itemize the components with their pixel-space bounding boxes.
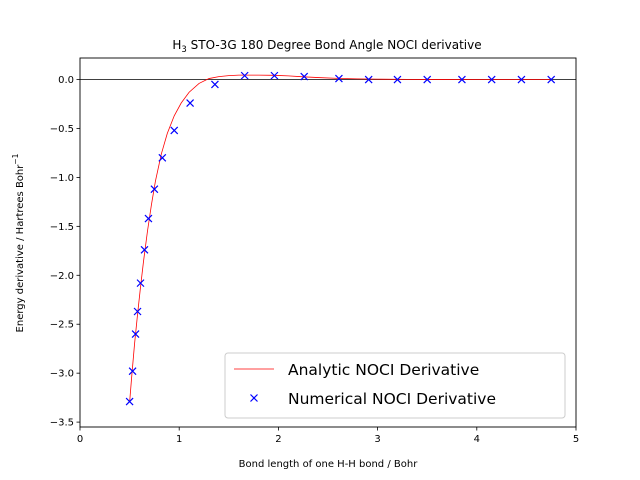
marker-stroke: [487, 75, 496, 84]
data-point: [334, 74, 343, 83]
marker-stroke: [210, 80, 219, 89]
x-tick-label: 5: [573, 434, 579, 445]
x-tick-label: 0: [77, 434, 83, 445]
x-tick-label: 1: [176, 434, 182, 445]
y-axis-label: Energy derivative / Hartrees Bohr−1: [11, 153, 26, 332]
x-tick-label: 4: [474, 434, 480, 445]
marker-stroke: [131, 330, 140, 338]
data-point: [210, 80, 219, 89]
x-axis-label: Bond length of one H-H bond / Bohr: [239, 459, 419, 470]
marker-stroke: [133, 307, 142, 316]
marker-stroke: [150, 185, 159, 194]
data-point: [186, 99, 195, 107]
series-line-analytic: [129, 74, 552, 403]
data-point: [150, 185, 159, 194]
marker-stroke: [517, 75, 526, 84]
marker-stroke: [270, 71, 279, 80]
marker-stroke: [300, 72, 309, 81]
marker-stroke: [186, 99, 195, 107]
marker-stroke: [457, 75, 466, 84]
marker-stroke: [140, 245, 149, 254]
chart-title-subscript: 3: [181, 45, 186, 55]
data-point: [547, 75, 556, 84]
y-tick-label: −2.0: [50, 271, 74, 282]
data-point: [158, 153, 167, 162]
marker-stroke: [547, 75, 556, 84]
data-point: [517, 75, 526, 84]
data-point: [457, 75, 466, 84]
legend-x-marker: [250, 394, 258, 402]
data-point: [125, 397, 134, 406]
plot-frame: [79, 57, 577, 428]
legend-box: [224, 352, 566, 419]
data-point: [393, 75, 402, 84]
x-axis: 0 1 2 3 4 5: [77, 427, 579, 445]
data-point: [300, 72, 309, 81]
legend: Analytic NOCI Derivative Numerical NOCI …: [224, 352, 566, 419]
y-tick-label: −1.0: [50, 173, 74, 184]
marker-stroke: [334, 74, 343, 83]
y-tick-label: −0.5: [50, 124, 74, 135]
data-point: [240, 71, 249, 80]
marker-stroke: [125, 397, 134, 406]
series-layer: [125, 71, 556, 406]
x-tick-label: 2: [275, 434, 281, 445]
legend-label-analytic: Analytic NOCI Derivative: [288, 361, 479, 379]
y-tick-label: −2.5: [50, 320, 74, 331]
series-points-numerical: [125, 71, 556, 406]
chart-title-rest: STO-3G 180 Degree Bond Angle NOCI deriva…: [187, 38, 482, 52]
marker-stroke: [250, 394, 258, 402]
y-axis: 0.0 −0.5 −1.0 −1.5 −2.0 −2.5 −3.0 −3.5: [50, 75, 80, 429]
marker-stroke: [393, 75, 402, 84]
data-point: [364, 75, 373, 84]
data-point: [270, 71, 279, 80]
y-axis-label-superscript: −1: [11, 153, 20, 164]
marker-stroke: [144, 214, 153, 223]
data-point: [170, 126, 179, 135]
marker-stroke: [158, 153, 167, 162]
marker-stroke: [423, 75, 432, 84]
data-point: [128, 367, 137, 376]
y-tick-label: −1.5: [50, 222, 74, 233]
legend-marker-swatch: [250, 394, 258, 402]
legend-label-numerical: Numerical NOCI Derivative: [288, 390, 496, 408]
y-tick-label: −3.0: [50, 369, 74, 380]
marker-stroke: [364, 75, 373, 84]
data-point: [140, 245, 149, 254]
data-point: [144, 214, 153, 223]
data-point: [136, 279, 145, 288]
data-point: [131, 330, 140, 338]
x-tick-label: 3: [374, 434, 380, 445]
y-tick-label: −3.5: [50, 418, 74, 429]
data-point: [423, 75, 432, 84]
y-tick-label: 0.0: [58, 75, 74, 86]
marker-stroke: [170, 126, 179, 135]
data-point: [133, 307, 142, 316]
marker-stroke: [136, 279, 145, 288]
data-point: [487, 75, 496, 84]
chart-title: H3 STO-3G 180 Degree Bond Angle NOCI der…: [172, 38, 481, 55]
marker-stroke: [240, 71, 249, 80]
marker-stroke: [128, 367, 137, 376]
